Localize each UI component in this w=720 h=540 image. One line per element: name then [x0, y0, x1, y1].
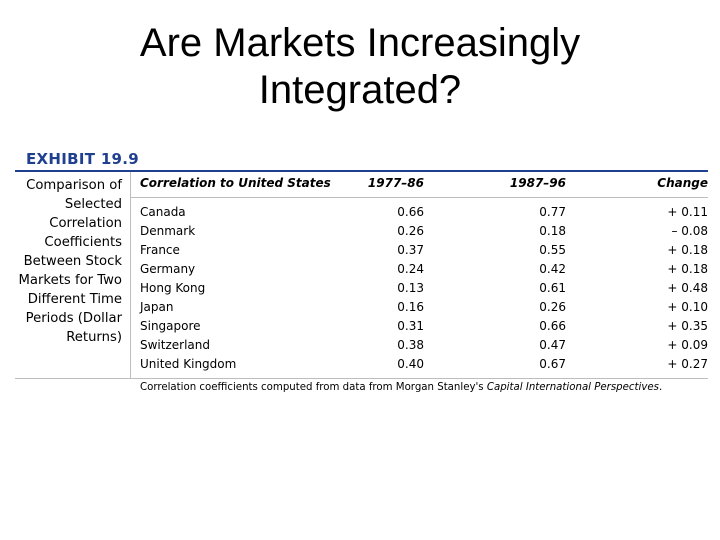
- caption-line: Selected: [64, 197, 122, 212]
- change-cell: + 0.18: [667, 262, 708, 276]
- header-period-2: 1987–96: [509, 176, 566, 190]
- table-row: United Kingdom 0.40 0.67 + 0.27: [0, 355, 720, 374]
- header-rule: [131, 197, 708, 198]
- period1-cell: 0.37: [397, 243, 424, 257]
- period2-cell: 0.55: [539, 243, 566, 257]
- caption-line: Markets for Two: [18, 273, 122, 288]
- change-cell: + 0.11: [667, 205, 708, 219]
- period1-cell: 0.16: [397, 300, 424, 314]
- country-cell: Japan: [140, 300, 174, 314]
- footnote-suffix: .: [658, 382, 663, 393]
- country-cell: France: [140, 243, 180, 257]
- footnote-source: Capital International Perspectives: [486, 382, 659, 393]
- caption-line: Coefficients: [44, 235, 122, 250]
- change-cell: + 0.48: [667, 281, 708, 295]
- period2-cell: 0.66: [539, 319, 566, 333]
- change-cell: + 0.09: [667, 338, 708, 352]
- caption-divider: [130, 172, 131, 378]
- period1-cell: 0.26: [397, 224, 424, 238]
- caption-line: Correlation: [49, 216, 122, 231]
- caption-line: Different Time: [27, 292, 122, 307]
- caption-line: Comparison of: [26, 178, 122, 193]
- caption-line: Periods (Dollar: [25, 311, 122, 326]
- table-row: Singapore 0.31 0.66 + 0.35: [0, 317, 720, 336]
- slide-title: Are Markets Increasingly Integrated?: [0, 20, 720, 114]
- country-cell: Canada: [140, 205, 186, 219]
- table-row: Japan 0.16 0.26 + 0.10: [0, 298, 720, 317]
- table-row: France 0.37 0.55 + 0.18: [0, 241, 720, 260]
- table-footnote: Correlation coefficients computed from d…: [140, 382, 662, 393]
- caption-line: Between Stock: [23, 254, 122, 269]
- change-cell: – 0.08: [671, 224, 708, 238]
- period1-cell: 0.40: [397, 357, 424, 371]
- change-cell: + 0.18: [667, 243, 708, 257]
- period1-cell: 0.31: [397, 319, 424, 333]
- country-cell: Germany: [140, 262, 196, 276]
- country-cell: Switzerland: [140, 338, 210, 352]
- caption-line: Returns): [66, 330, 122, 345]
- slide-title-line-2: Integrated?: [258, 68, 462, 112]
- country-cell: Denmark: [140, 224, 196, 238]
- table-row: Hong Kong 0.13 0.61 + 0.48: [0, 279, 720, 298]
- header-change: Change: [657, 176, 708, 190]
- period2-cell: 0.18: [539, 224, 566, 238]
- change-cell: + 0.27: [667, 357, 708, 371]
- period2-cell: 0.26: [539, 300, 566, 314]
- table-row: Canada 0.66 0.77 + 0.11: [0, 203, 720, 222]
- exhibit-top-rule: [15, 170, 708, 172]
- country-cell: Singapore: [140, 319, 201, 333]
- period2-cell: 0.42: [539, 262, 566, 276]
- period1-cell: 0.13: [397, 281, 424, 295]
- period1-cell: 0.24: [397, 262, 424, 276]
- country-cell: United Kingdom: [140, 357, 237, 371]
- header-period-1: 1977–86: [367, 176, 424, 190]
- period1-cell: 0.66: [397, 205, 424, 219]
- country-cell: Hong Kong: [140, 281, 206, 295]
- exhibit-label: EXHIBIT 19.9: [26, 150, 140, 168]
- period2-cell: 0.61: [539, 281, 566, 295]
- table-row: Denmark 0.26 0.18 – 0.08: [0, 222, 720, 241]
- period2-cell: 0.67: [539, 357, 566, 371]
- exhibit-caption: Comparison of Selected Correlation Coeff…: [10, 176, 122, 347]
- header-country: Correlation to United States: [140, 176, 331, 190]
- period2-cell: 0.47: [539, 338, 566, 352]
- period2-cell: 0.77: [539, 205, 566, 219]
- footnote-prefix: Correlation coefficients computed from d…: [140, 382, 487, 393]
- change-cell: + 0.35: [667, 319, 708, 333]
- table-bottom-rule: [15, 378, 708, 379]
- table-row: Switzerland 0.38 0.47 + 0.09: [0, 336, 720, 355]
- change-cell: + 0.10: [667, 300, 708, 314]
- period1-cell: 0.38: [397, 338, 424, 352]
- table-row: Germany 0.24 0.42 + 0.18: [0, 260, 720, 279]
- slide-title-line-1: Are Markets Increasingly: [139, 21, 581, 65]
